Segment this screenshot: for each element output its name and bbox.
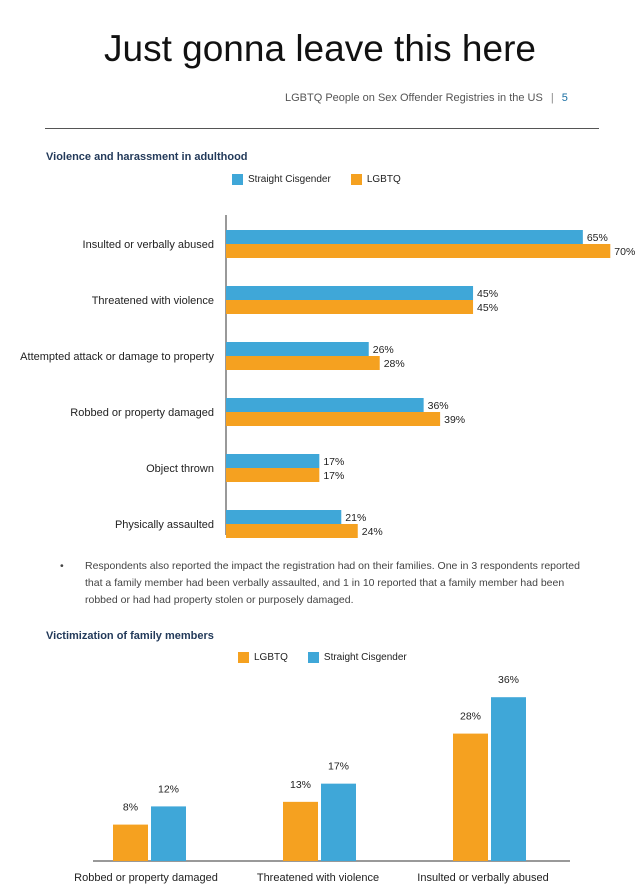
legend-item-lgbtq: LGBTQ	[350, 174, 401, 185]
category-label-robbed-or-property-damaged: Robbed or property damaged	[70, 407, 214, 419]
legend2-swatch-lgbtq	[238, 652, 249, 663]
page-number: 5	[561, 92, 568, 104]
legend2-item-straight: Straight Cisgender	[307, 652, 407, 663]
bar-lgbtq-insulted-or-verbally-abused	[453, 733, 488, 861]
chart1-hbar: Insulted or verbally abused 65% 70% Threate…	[20, 215, 635, 538]
bar-straight-cisgender-threatened-with-violence	[321, 783, 356, 861]
report-title: LGBTQ People on Sex Offender Registries …	[285, 92, 543, 104]
bullet-dot: •	[60, 560, 64, 572]
chart2-title: Victimization of family members	[46, 630, 214, 642]
legend2-item-lgbtq: LGBTQ	[238, 652, 288, 663]
bar-lgbtq-robbed-or-property-damaged	[113, 824, 148, 861]
bar-lgbtq-physically-assaulted	[226, 524, 358, 538]
bar-straight-cisgender-attempted-attack-or-damage-to-property	[226, 342, 369, 356]
bullet-text: Respondents also reported the impact the…	[85, 560, 580, 606]
bar-straight-cisgender-robbed-or-property-damaged	[151, 806, 186, 861]
data-label-straight-cisgender-insulted-or-verbally-abused: 65%	[587, 232, 608, 244]
legend-label-straight: Straight Cisgender	[248, 174, 331, 185]
legend2-swatch-straight	[307, 652, 319, 663]
bar-straight-cisgender-threatened-with-violence	[226, 286, 474, 300]
header-rule	[45, 128, 599, 129]
bar-lgbtq-threatened-with-violence	[283, 801, 318, 861]
bar-lgbtq-insulted-or-verbally-abused	[226, 244, 611, 258]
bar-straight-cisgender-insulted-or-verbally-abused	[491, 697, 526, 861]
legend-label-lgbtq: LGBTQ	[366, 174, 401, 185]
data-label-lgbtq-insulted-or-verbally-abused: 70%	[614, 246, 635, 258]
bar-straight-cisgender-physically-assaulted	[226, 510, 342, 524]
legend2-label-lgbtq: LGBTQ	[254, 652, 288, 663]
category-label-physically-assaulted: Physically assaulted	[115, 519, 214, 531]
data-label-lgbtq-insulted-or-verbally-abused: 28%	[460, 711, 481, 723]
data-label-straight-cisgender-threatened-with-violence: 17%	[328, 761, 349, 773]
legend-swatch-lgbtq	[350, 174, 362, 185]
bar-lgbtq-robbed-or-property-damaged	[226, 412, 441, 426]
data-label-lgbtq-threatened-with-violence: 45%	[477, 302, 498, 314]
category-label-threatened-with-violence: Threatened with violence	[92, 295, 214, 307]
legend-item-straight: Straight Cisgender	[232, 174, 331, 185]
category-label-threatened-with-violence: Threatened with violence	[257, 872, 379, 884]
bar-lgbtq-attempted-attack-or-damage-to-property	[226, 356, 380, 370]
data-label-straight-cisgender-robbed-or-property-damaged: 12%	[158, 783, 179, 795]
data-label-straight-cisgender-object-thrown: 17%	[323, 456, 344, 468]
data-label-lgbtq-threatened-with-violence: 13%	[290, 779, 311, 791]
legend-swatch-straight	[232, 174, 243, 185]
data-label-lgbtq-attempted-attack-or-damage-to-property: 28%	[384, 358, 405, 370]
bar-straight-cisgender-object-thrown	[226, 454, 320, 468]
category-label-insulted-or-verbally-abused: Insulted or verbally abused	[83, 239, 214, 251]
data-label-lgbtq-object-thrown: 17%	[323, 470, 344, 482]
bullet-paragraph: • Respondents also reported the impact t…	[60, 558, 580, 609]
data-label-straight-cisgender-threatened-with-violence: 45%	[477, 288, 498, 300]
data-label-straight-cisgender-insulted-or-verbally-abused: 36%	[498, 674, 519, 686]
category-label-robbed-or-property-damaged: Robbed or property damaged	[74, 872, 218, 884]
meme-title: Just gonna leave this here	[104, 28, 536, 69]
bar-straight-cisgender-insulted-or-verbally-abused	[226, 230, 583, 244]
chart1-title: Violence and harassment in adulthood	[46, 151, 248, 163]
chart1-legend: Straight Cisgender LGBTQ	[232, 174, 421, 185]
category-label-object-thrown: Object thrown	[146, 463, 214, 475]
category-label-attempted-attack-or-damage-to-property: Attempted attack or damage to property	[20, 351, 214, 363]
chart2-legend: LGBTQ Straight Cisgender	[238, 652, 427, 663]
chart2-vbar: 8% 12% Robbed or property damaged 13% 17% Thr…	[74, 674, 570, 884]
data-label-lgbtq-robbed-or-property-damaged: 39%	[444, 414, 465, 426]
data-label-straight-cisgender-attempted-attack-or-damage-to-property: 26%	[373, 344, 394, 356]
report-header: LGBTQ People on Sex Offender Registries …	[285, 92, 568, 104]
data-label-straight-cisgender-physically-assaulted: 21%	[345, 512, 366, 524]
category-label-insulted-or-verbally-abused: Insulted or verbally abused	[417, 872, 548, 884]
bar-lgbtq-object-thrown	[226, 468, 320, 482]
data-label-lgbtq-physically-assaulted: 24%	[362, 526, 383, 538]
data-label-lgbtq-robbed-or-property-damaged: 8%	[123, 802, 138, 814]
bar-straight-cisgender-robbed-or-property-damaged	[226, 398, 424, 412]
header-separator: |	[550, 92, 554, 104]
legend2-label-straight: Straight Cisgender	[323, 652, 407, 663]
bar-lgbtq-threatened-with-violence	[226, 300, 474, 314]
data-label-straight-cisgender-robbed-or-property-damaged: 36%	[428, 400, 449, 412]
